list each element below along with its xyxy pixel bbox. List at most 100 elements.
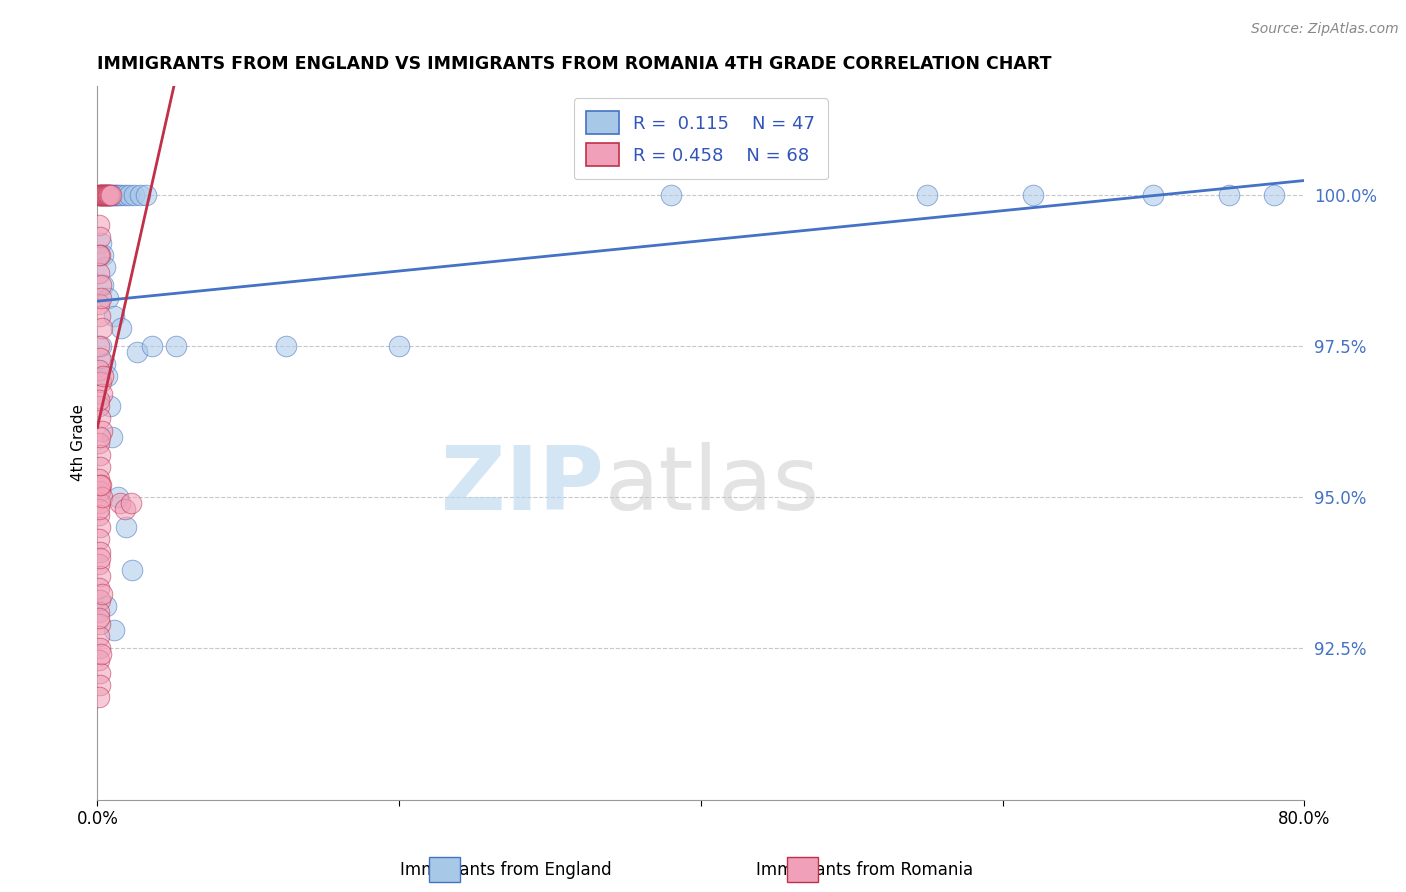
Point bbox=[94, 187, 117, 202]
Point bbox=[105, 187, 128, 202]
Point bbox=[90, 375, 112, 389]
Point bbox=[90, 478, 112, 492]
Point bbox=[100, 187, 122, 202]
Point bbox=[91, 187, 114, 202]
Point bbox=[1263, 187, 1285, 202]
Point bbox=[87, 629, 110, 643]
Point bbox=[87, 581, 110, 595]
Point bbox=[114, 502, 136, 516]
Point bbox=[87, 690, 110, 704]
Point bbox=[87, 508, 110, 523]
Point bbox=[120, 496, 142, 510]
Point bbox=[89, 665, 111, 680]
Point bbox=[96, 369, 118, 384]
Point bbox=[89, 496, 111, 510]
Point bbox=[110, 320, 132, 334]
Y-axis label: 4th Grade: 4th Grade bbox=[72, 404, 86, 481]
Point bbox=[91, 187, 114, 202]
Point bbox=[89, 266, 111, 280]
Point bbox=[94, 187, 117, 202]
Point bbox=[1142, 187, 1164, 202]
Point bbox=[135, 187, 157, 202]
Point bbox=[89, 248, 111, 262]
Point bbox=[103, 187, 125, 202]
Point bbox=[103, 623, 125, 637]
Point bbox=[89, 187, 111, 202]
Point bbox=[97, 187, 120, 202]
Point bbox=[89, 677, 111, 691]
Point bbox=[90, 339, 112, 353]
Point bbox=[89, 230, 111, 244]
Point bbox=[89, 459, 111, 474]
Point bbox=[89, 544, 111, 558]
Point bbox=[107, 490, 129, 504]
Point bbox=[101, 429, 124, 443]
Point bbox=[90, 187, 112, 202]
Point bbox=[87, 218, 110, 232]
Point bbox=[90, 490, 112, 504]
Point bbox=[89, 550, 111, 565]
Point bbox=[141, 339, 163, 353]
Point bbox=[89, 653, 111, 667]
Point bbox=[89, 605, 111, 619]
Point bbox=[165, 339, 187, 353]
Point bbox=[97, 187, 120, 202]
Point bbox=[94, 357, 117, 371]
Point bbox=[90, 587, 112, 601]
Point bbox=[114, 187, 136, 202]
Point bbox=[89, 411, 111, 425]
Point bbox=[121, 563, 143, 577]
Point bbox=[89, 187, 111, 202]
Point bbox=[89, 435, 111, 450]
Point bbox=[93, 187, 115, 202]
Point bbox=[89, 363, 111, 377]
Point bbox=[97, 291, 120, 305]
Point bbox=[87, 248, 110, 262]
Point bbox=[108, 496, 131, 510]
Point bbox=[110, 187, 132, 202]
Point bbox=[89, 533, 111, 547]
Point bbox=[90, 278, 112, 293]
Point bbox=[100, 187, 122, 202]
Point bbox=[94, 260, 117, 275]
Point bbox=[90, 424, 112, 438]
Point bbox=[98, 400, 121, 414]
Point bbox=[115, 520, 138, 534]
Point bbox=[89, 351, 111, 365]
Point bbox=[90, 187, 112, 202]
Point bbox=[388, 339, 411, 353]
Point bbox=[89, 520, 111, 534]
Point bbox=[89, 502, 111, 516]
Point bbox=[118, 187, 141, 202]
Point bbox=[89, 187, 111, 202]
Text: Immigrants from England: Immigrants from England bbox=[401, 861, 612, 879]
Point bbox=[93, 187, 115, 202]
Point bbox=[89, 339, 111, 353]
Point bbox=[91, 387, 114, 401]
Point bbox=[90, 648, 112, 662]
Text: Source: ZipAtlas.com: Source: ZipAtlas.com bbox=[1251, 22, 1399, 37]
Point bbox=[89, 641, 111, 656]
Point bbox=[87, 557, 110, 571]
Point bbox=[93, 278, 115, 293]
Point bbox=[91, 369, 114, 384]
Point bbox=[90, 291, 112, 305]
Text: Immigrants from Romania: Immigrants from Romania bbox=[756, 861, 973, 879]
Point bbox=[97, 187, 120, 202]
Point bbox=[93, 187, 115, 202]
Point bbox=[90, 235, 112, 250]
Text: IMMIGRANTS FROM ENGLAND VS IMMIGRANTS FROM ROMANIA 4TH GRADE CORRELATION CHART: IMMIGRANTS FROM ENGLAND VS IMMIGRANTS FR… bbox=[97, 55, 1052, 73]
Point bbox=[274, 339, 297, 353]
Point bbox=[91, 248, 114, 262]
Point bbox=[128, 187, 150, 202]
Point bbox=[87, 400, 110, 414]
Point bbox=[104, 187, 127, 202]
Point bbox=[90, 320, 112, 334]
Point bbox=[89, 611, 111, 625]
Point bbox=[96, 187, 118, 202]
Text: atlas: atlas bbox=[605, 442, 820, 529]
Legend: R =  0.115    N = 47, R = 0.458    N = 68: R = 0.115 N = 47, R = 0.458 N = 68 bbox=[574, 98, 828, 179]
Point bbox=[94, 187, 117, 202]
Point bbox=[98, 187, 121, 202]
Point bbox=[89, 429, 111, 443]
